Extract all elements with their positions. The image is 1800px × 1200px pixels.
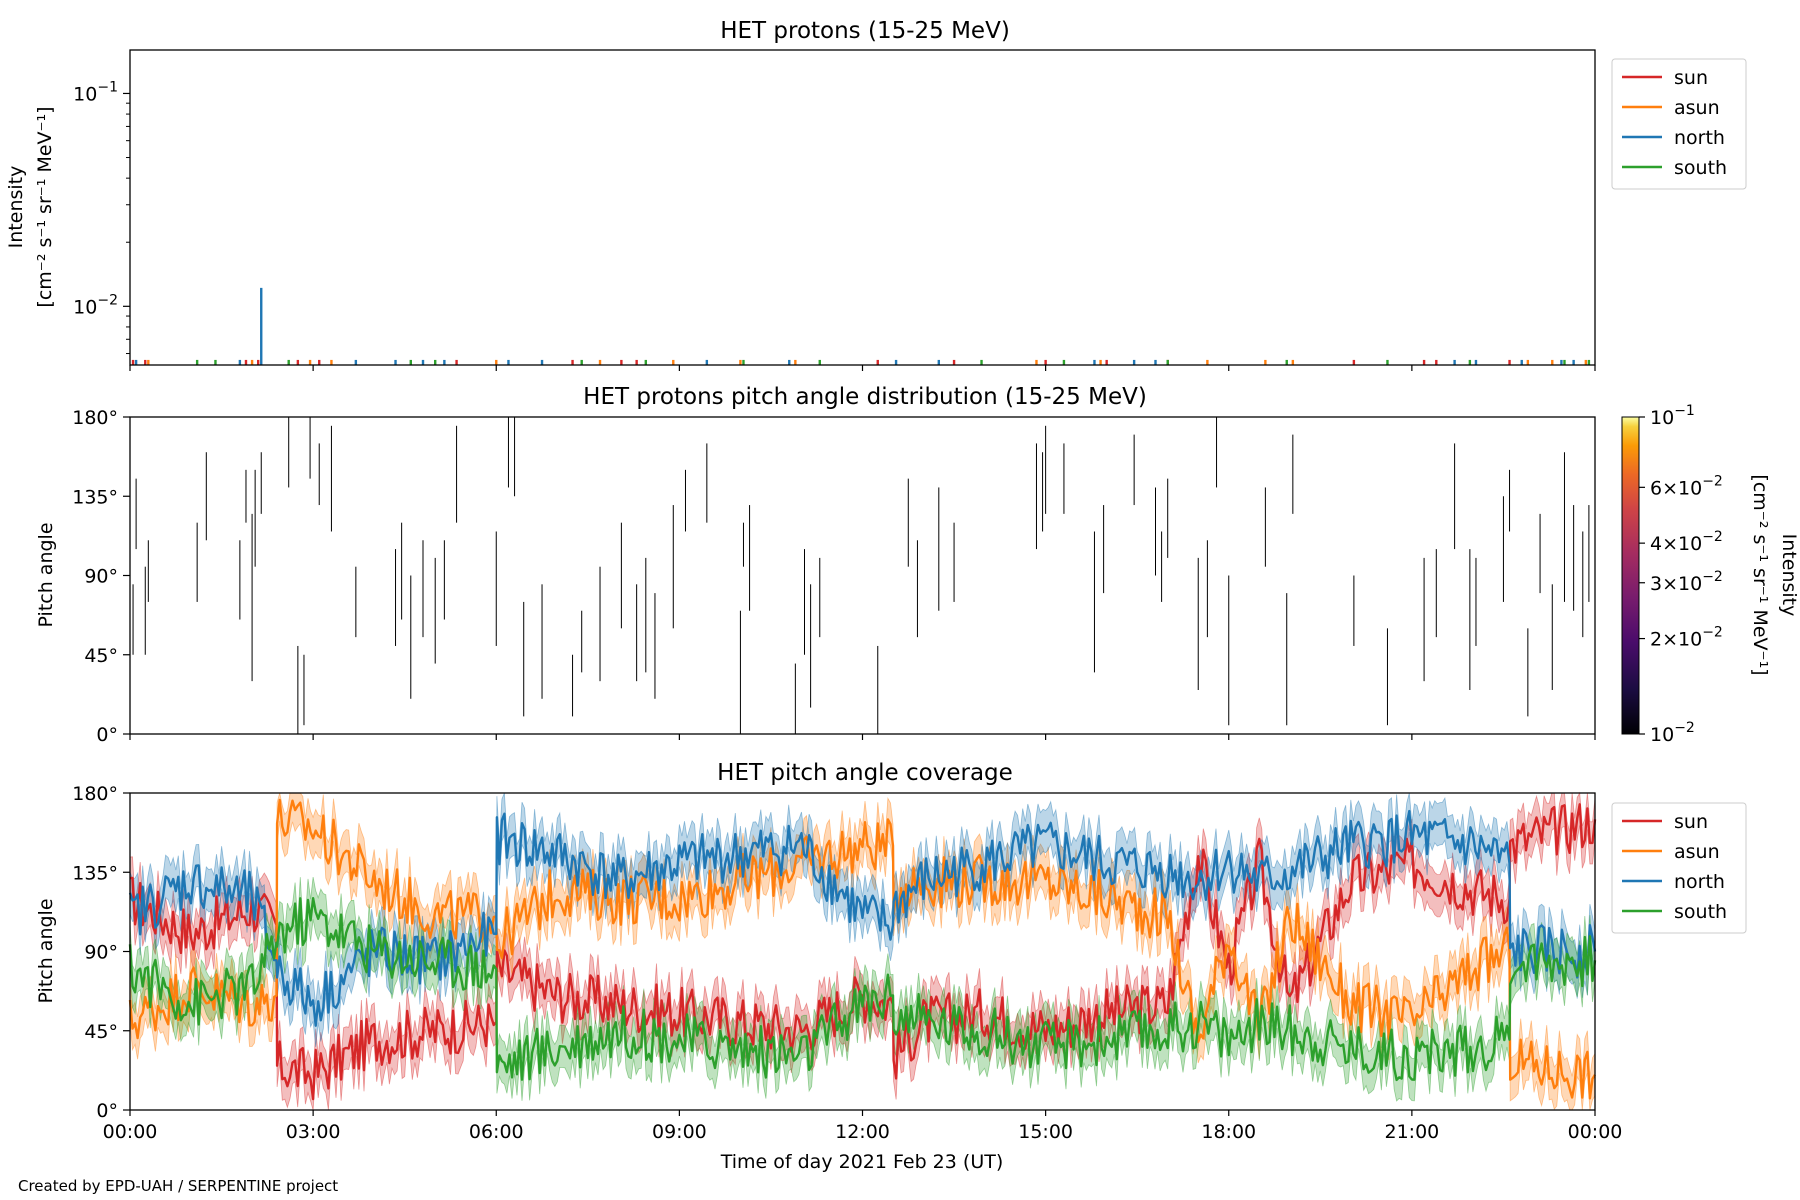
pad-title: HET protons pitch angle distribution (15… [583,384,1147,410]
coverage-ylabel: Pitch angle [35,898,57,1003]
x-tick-label: 06:00 [469,1121,524,1143]
coverage-lines [128,798,1597,1101]
coverage-y-ticks: 0° 45° 90° 135° 180° [72,783,130,1122]
credit-text: Created by EPD-UAH / SERPENTINE project [18,1177,338,1195]
y-tick-label: 90° [84,566,118,588]
pad-y-ticks: 0° 45° 90° 135° 180° [72,407,130,746]
legend-frame [1611,58,1747,190]
colorbar-tick-label: 3×10−2 [1650,569,1723,595]
colorbar-ticks: 10−1 6×10−2 4×10−2 3×10−2 2×10−2 10−2 [1639,403,1723,746]
colorbar-label-line1: Intensity [1778,534,1800,617]
x-tick-label: 09:00 [652,1121,707,1143]
colorbar-tick-label: 4×10−2 [1650,529,1723,555]
x-tick-label: 00:00 [103,1121,158,1143]
coverage-panel: HET pitch angle coverage 0° 45° 90° 135° 180… [35,760,1747,1173]
x-tick-label: 00:00 [1568,1121,1623,1143]
legend-label-sun: sun [1674,811,1708,833]
y-tick-label: 0° [96,724,118,746]
legend-label-asun: asun [1674,97,1720,119]
legend-frame [1611,802,1747,934]
colorbar-tick-label: 10−2 [1650,720,1695,746]
coverage-title: HET pitch angle coverage [717,760,1013,786]
y-tick-label: 90° [84,942,118,964]
legend-label-sun: sun [1674,67,1708,89]
legend-label-north: north [1674,127,1725,149]
pad-panel: HET protons pitch angle distribution (15… [35,384,1800,746]
legend-label-north: north [1674,871,1725,893]
y-tick-label: 180° [72,783,118,805]
intensity-panel: HET protons (15-25 MeV) 10−1 10−2 Intensi… [5,18,1747,371]
colorbar-label-line2: [cm⁻² s⁻¹ sr⁻¹ MeV⁻¹] [1749,474,1771,675]
asun-line [128,798,1597,1100]
intensity-ylabel-line1: Intensity [5,166,27,249]
legend-label-south: south [1674,157,1727,179]
intensity-y-ticks: 10−1 10−2 [73,79,130,355]
coverage-legend: sun asun north south [1611,802,1747,934]
intensity-title: HET protons (15-25 MeV) [720,18,1010,44]
y-tick-label: 0° [96,1100,118,1122]
x-tick-label: 18:00 [1201,1121,1256,1143]
y-tick-label: 45° [84,645,118,667]
intensity-ylabel-line2: [cm⁻² s⁻¹ sr⁻¹ MeV⁻¹] [34,106,56,307]
x-tick-label: 21:00 [1384,1121,1439,1143]
pad-segments [132,417,1590,734]
pad-ylabel: Pitch angle [35,522,57,627]
x-tick-label: 12:00 [835,1121,890,1143]
intensity-legend: sun asun north south [1611,58,1747,190]
intensity-axes [129,49,1596,366]
north-line [128,809,1597,1027]
colorbar [1621,416,1640,735]
intensity-bars [131,287,1591,365]
coverage-x-ticks: 00:00 03:00 06:00 09:00 12:00 15:00 18:00 21:00… [103,1110,1623,1143]
y-tick-label: 45° [84,1021,118,1043]
south-line [128,897,1597,1082]
y-tick-label: 180° [72,407,118,429]
y-tick-label: 10−1 [73,79,118,105]
colorbar-tick-label: 2×10−2 [1650,625,1723,651]
y-tick-label: 10−2 [73,292,118,318]
colorbar-tick-label: 6×10−2 [1650,473,1723,499]
legend-label-asun: asun [1674,841,1720,863]
coverage-xlabel: Time of day 2021 Feb 23 (UT) [720,1151,1004,1173]
x-tick-label: 15:00 [1018,1121,1073,1143]
x-tick-label: 03:00 [286,1121,341,1143]
y-tick-label: 135° [72,486,118,508]
legend-label-south: south [1674,901,1727,923]
pad-axes [129,416,1596,735]
colorbar-tick-label: 10−1 [1650,403,1695,429]
y-tick-label: 135° [72,862,118,884]
